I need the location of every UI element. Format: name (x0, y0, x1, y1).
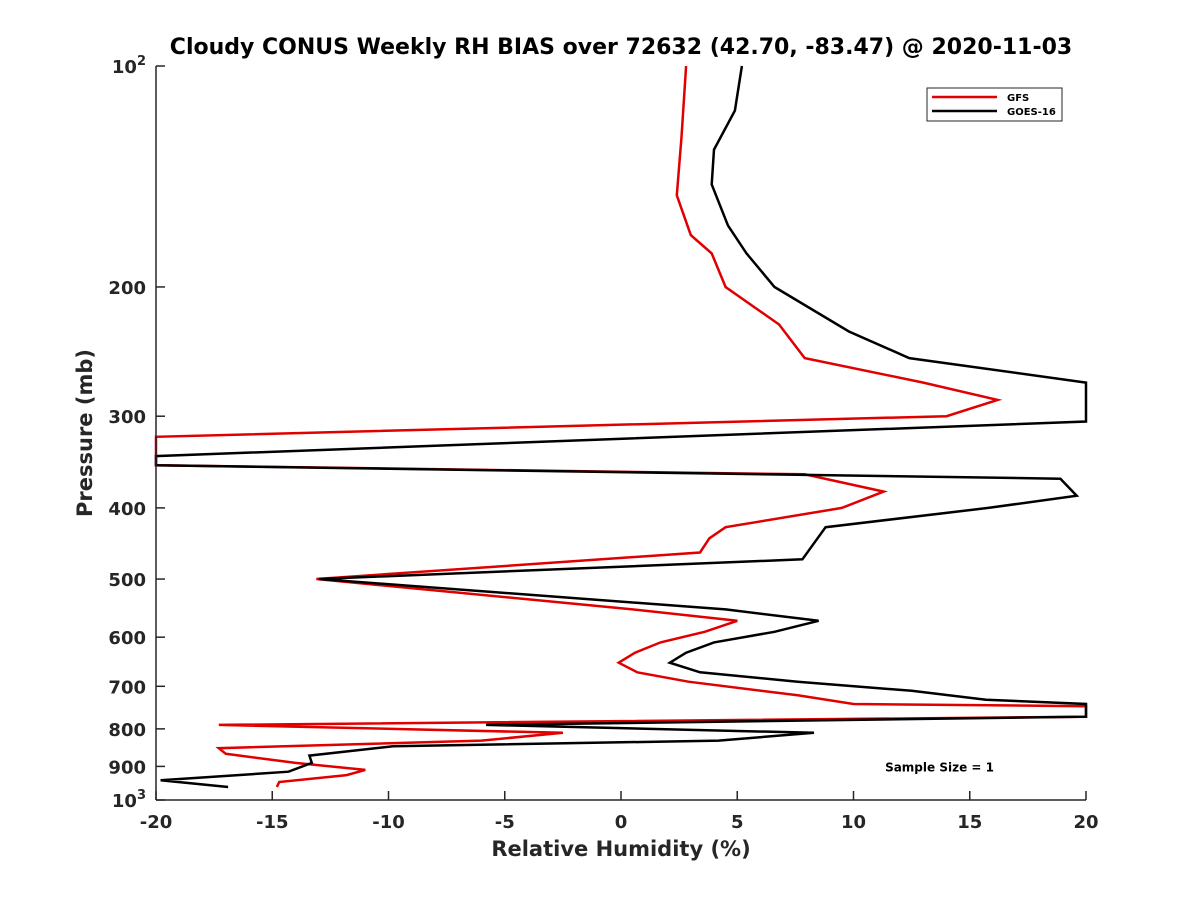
legend-box (926, 87, 1063, 122)
y-tick-label: 300 (108, 407, 146, 428)
y-tick-label: 102 (112, 54, 146, 78)
x-tick-label: 15 (957, 812, 982, 833)
sample-size-annotation: Sample Size = 1 (885, 760, 994, 774)
y-tick-label: 600 (108, 628, 146, 649)
y-tick-label: 800 (108, 720, 146, 741)
y-tick-label: 103 (112, 788, 146, 812)
x-tick-label: 0 (615, 812, 628, 833)
y-tick-label: 500 (108, 570, 146, 591)
x-tick-label: 10 (841, 812, 866, 833)
x-tick-label: -10 (372, 812, 405, 833)
legend-label-goes16: GOES-16 (1007, 107, 1056, 118)
y-tick-label: 900 (108, 757, 146, 778)
x-tick-label: -20 (140, 812, 173, 833)
y-axis-label: Pressure (mb) (73, 349, 97, 517)
x-axis-label: Relative Humidity (%) (491, 837, 750, 861)
x-ticks: -20 -15 -10 -5 0 5 10 15 20 (140, 791, 1099, 833)
legend-label-gfs: GFS (1007, 93, 1029, 104)
series-line-gfs (154, 65, 1088, 788)
y-tick-label: 400 (108, 499, 146, 520)
series-line-goes16 (154, 65, 1088, 789)
legend: GFS GOES-16 (926, 87, 1063, 122)
x-tick-label: -5 (495, 812, 515, 833)
x-tick-label: 20 (1073, 812, 1098, 833)
y-tick-label: 700 (108, 677, 146, 698)
x-tick-label: 5 (731, 812, 744, 833)
chart-title: Cloudy CONUS Weekly RH BIAS over 72632 (… (170, 35, 1072, 60)
x-tick-label: -15 (256, 812, 289, 833)
series-layer (154, 65, 1088, 789)
y-ticks: 102 200 300 400 500 600 700 800 900 103 (108, 54, 165, 812)
y-tick-label: 200 (108, 278, 146, 299)
